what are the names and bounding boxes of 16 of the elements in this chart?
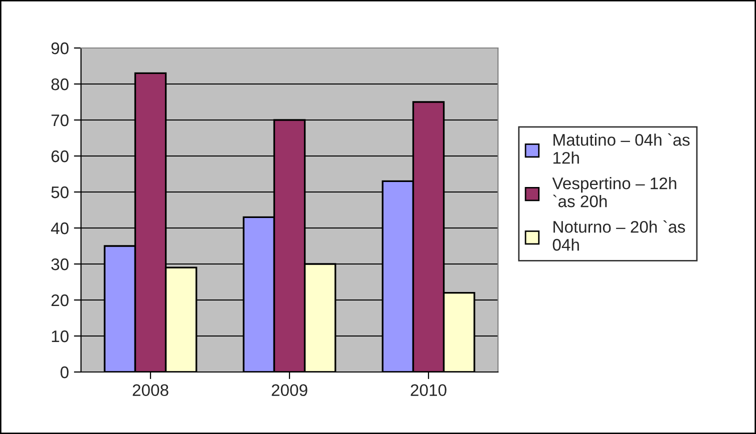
y-tick-label: 20	[51, 294, 69, 306]
y-tick-label: 80	[51, 78, 69, 90]
y-tick-label: 90	[51, 42, 69, 54]
y-tick-label: 30	[51, 258, 69, 270]
y-tick-label: 40	[51, 222, 69, 234]
y-tick-label: 70	[52, 114, 69, 126]
legend-label: Vespertino – 12h `as 20h	[552, 177, 676, 208]
x-tick-label: 2010	[410, 384, 446, 396]
y-tick-label: 10	[52, 330, 69, 342]
y-tick-label: 60	[52, 150, 69, 162]
legend-label: Matutino – 04h `as 12h	[553, 133, 690, 164]
x-tick-label: 2009	[272, 384, 308, 396]
y-tick-label: 50	[51, 186, 69, 198]
x-tick-label: 2008	[132, 384, 168, 396]
y-tick-label: 0	[60, 366, 69, 378]
legend-label: Noturno – 20h `as 04h	[552, 220, 685, 251]
